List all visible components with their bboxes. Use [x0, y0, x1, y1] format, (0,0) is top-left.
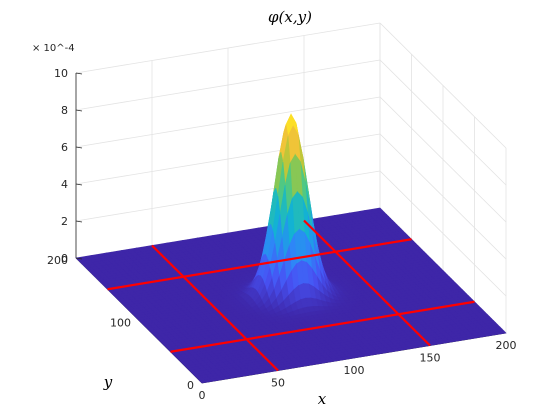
y-tick-label: 0 — [187, 379, 194, 392]
grid-line — [379, 170, 507, 297]
grid-line — [75, 170, 381, 222]
z-tick-label: 2 — [61, 215, 68, 228]
grid-line — [379, 59, 507, 186]
grid-line — [75, 59, 381, 111]
z-tick-mark — [75, 220, 83, 223]
z-tick-label: 10 — [54, 67, 68, 80]
z-tick-mark — [75, 146, 83, 149]
x-tick-label: 150 — [420, 352, 441, 365]
grid-line — [75, 96, 381, 148]
grid-line — [379, 22, 507, 149]
x-tick-label: 100 — [344, 364, 365, 377]
y-axis-label: y — [103, 373, 113, 391]
x-tick-label: 50 — [271, 377, 285, 390]
surface-layer — [75, 113, 507, 384]
y-tick-label: 100 — [110, 317, 131, 330]
z-tick-label: 8 — [61, 104, 68, 117]
grid-line — [75, 22, 381, 74]
grid-line — [75, 133, 381, 185]
z-tick-mark — [75, 72, 83, 75]
grid-line — [379, 133, 507, 260]
grid-line — [379, 96, 507, 223]
z-tick-label: 4 — [61, 178, 68, 191]
x-tick-label: 0 — [199, 389, 206, 402]
chart-title: φ(x,y) — [268, 8, 312, 26]
y-tick-label: 200 — [47, 254, 68, 267]
z-axis-exponent: × 10^-4 — [32, 43, 75, 54]
x-tick-label: 200 — [496, 339, 517, 352]
z-tick-mark — [75, 183, 83, 186]
x-axis-label: x — [318, 390, 327, 408]
z-tick-label: 6 — [61, 141, 68, 154]
z-tick-mark — [75, 109, 83, 112]
